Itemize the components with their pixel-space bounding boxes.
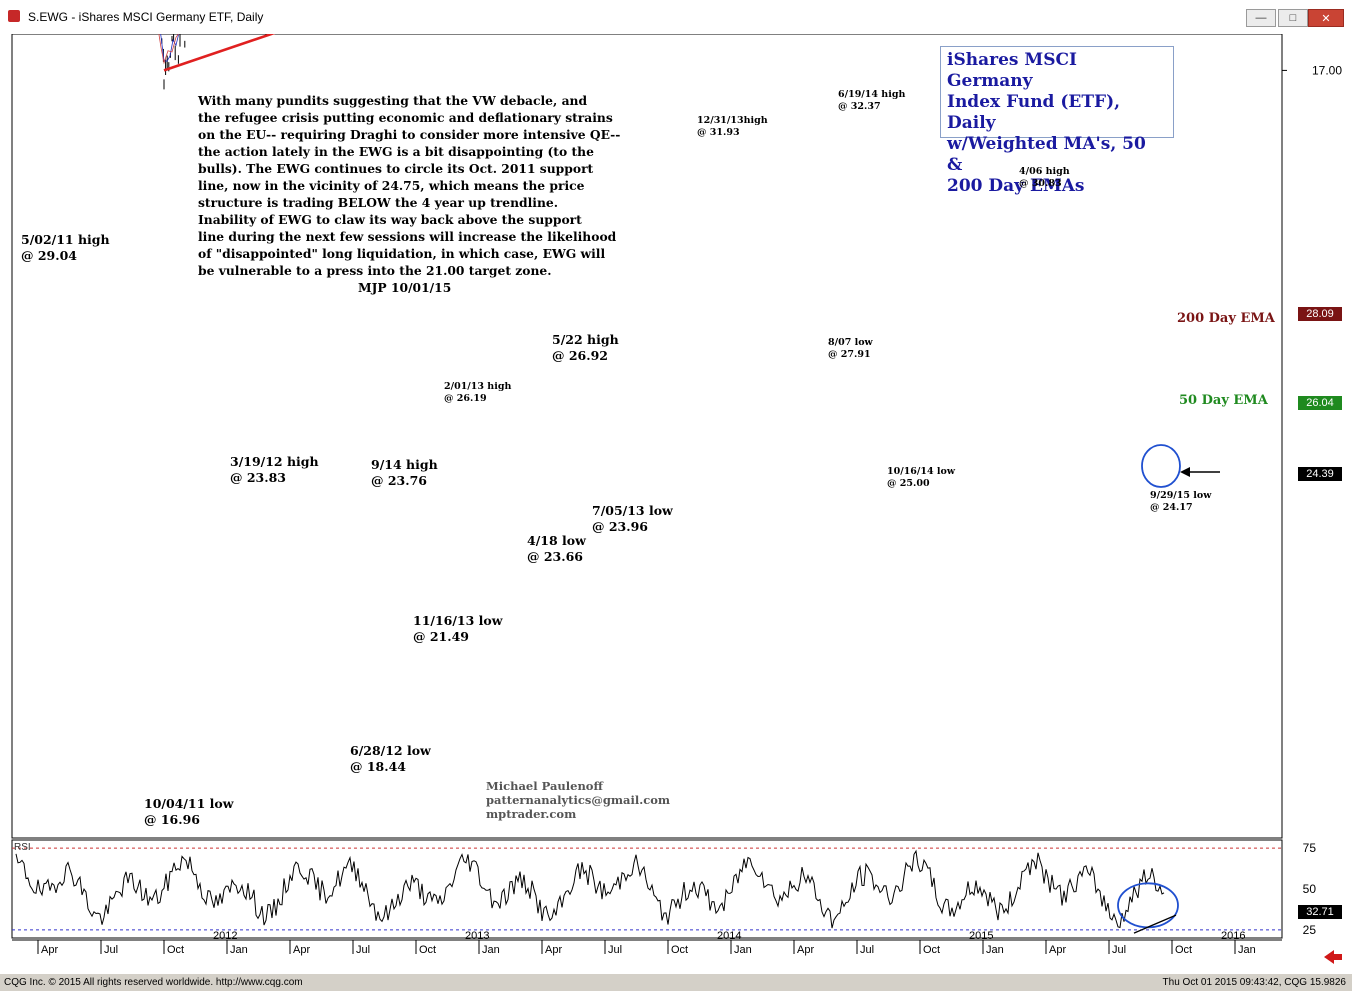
close-button[interactable]: ✕	[1308, 9, 1344, 27]
ema200-label: 200 Day EMA	[1177, 311, 1275, 326]
x-month-label: Jul	[608, 944, 622, 956]
title-bar: S.EWG - iShares MSCI Germany ETF, Daily …	[0, 0, 1352, 35]
commentary-line: the refugee crisis putting economic and …	[198, 110, 613, 125]
info-line-4: 200 Day EMAs	[947, 176, 1085, 196]
x-month-label: Oct	[671, 944, 688, 956]
annotation-label: 8/07 low @ 27.91	[828, 337, 873, 360]
annotation-label: 9/14 high @ 23.76	[371, 457, 438, 488]
commentary-line: line, now in the vicinity of 24.75, whic…	[198, 178, 585, 193]
annotation-label: 11/16/13 low @ 21.49	[413, 613, 503, 644]
copyright-text: CQG Inc. © 2015 All rights reserved worl…	[4, 977, 303, 988]
rsi-label: RSI	[14, 842, 31, 853]
x-year-label: 2013	[465, 930, 489, 942]
annotation-label: 10/04/11 low @ 16.96	[144, 796, 234, 827]
rsi-tick-label: 25	[1303, 923, 1317, 937]
annotation-label: 7/05/13 low @ 23.96	[592, 503, 673, 534]
pointer-arrowhead	[1180, 467, 1190, 477]
last-price-tag: 24.39	[1298, 467, 1342, 481]
commentary-line: With many pundits suggesting that the VW…	[198, 93, 588, 108]
annotation-label: 6/19/14 high @ 32.37	[838, 89, 906, 112]
x-month-label: Oct	[419, 944, 436, 956]
commentary-line: the action lately in the EWG is a bit di…	[198, 144, 594, 159]
minimize-icon: —	[1255, 12, 1267, 24]
minimize-button[interactable]: —	[1246, 9, 1276, 27]
x-month-label: Jan	[482, 944, 500, 956]
x-month-label: Jan	[986, 944, 1004, 956]
rsi-line	[15, 849, 1165, 929]
close-icon: ✕	[1321, 12, 1331, 25]
commentary-line: line during the next few sessions will i…	[198, 229, 617, 244]
rsi-trendline	[1133, 914, 1177, 934]
x-month-label: Apr	[41, 944, 58, 956]
commentary-line: Inability of EWG to claw its way back ab…	[198, 212, 582, 227]
author-site: mptrader.com	[486, 807, 577, 821]
commentary-line: be vulnerable to a press into the 21.00 …	[198, 263, 552, 278]
info-line-2: Index Fund (ETF), Daily	[947, 92, 1121, 133]
rsi-tick-label: 75	[1303, 841, 1317, 855]
x-month-label: Jul	[356, 944, 370, 956]
x-month-label: Jan	[1238, 944, 1256, 956]
x-year-label: 2015	[969, 930, 993, 942]
timestamp-text: Thu Oct 01 2015 09:43:42, CQG 15.9826	[1162, 977, 1346, 988]
rsi-value-tag: 32.71	[1298, 905, 1342, 919]
x-month-label: Jul	[860, 944, 874, 956]
scroll-left-icon[interactable]	[1322, 949, 1344, 965]
window-title: S.EWG - iShares MSCI Germany ETF, Daily	[28, 10, 264, 24]
y-tick-label: 17.00	[1312, 63, 1342, 77]
commentary-line: bulls). The EWG continues to circle its …	[198, 161, 594, 176]
x-month-label: Oct	[923, 944, 940, 956]
ema50-label: 50 Day EMA	[1179, 393, 1268, 408]
highlight-circle	[1141, 444, 1181, 488]
rsi-panel	[11, 839, 1283, 939]
annotation-label: 3/19/12 high @ 23.83	[230, 454, 319, 485]
x-month-label: Jan	[230, 944, 248, 956]
price-panel	[11, 34, 1283, 839]
maximize-button[interactable]: □	[1278, 9, 1308, 27]
x-month-label: Apr	[1049, 944, 1066, 956]
info-box: iShares MSCI Germany Index Fund (ETF), D…	[940, 46, 1174, 196]
x-month-label: Oct	[1175, 944, 1192, 956]
x-month-label: Apr	[797, 944, 814, 956]
app-icon	[8, 10, 20, 22]
info-line-1: iShares MSCI Germany	[947, 50, 1077, 91]
x-month-label: Jul	[104, 944, 118, 956]
ema200-price-tag: 28.09	[1298, 307, 1342, 321]
annotation-label: 6/28/12 low @ 18.44	[350, 743, 431, 774]
annotation-label: 5/22 high @ 26.92	[552, 332, 619, 363]
annotation-label: 4/06 high @ 30.83	[1019, 166, 1070, 189]
commentary-text: With many pundits suggesting that the VW…	[198, 92, 648, 296]
annotation-label: 9/29/15 low @ 24.17	[1150, 490, 1212, 513]
x-month-label: Jan	[734, 944, 752, 956]
price-chart[interactable]: 34.0033.0032.0031.0030.0029.0028.0027.00…	[0, 34, 1352, 974]
commentary-line: structure is trading BELOW the 4 year up…	[198, 195, 559, 210]
author-name: Michael Paulenoff	[486, 779, 603, 793]
commentary-line: of "disappointed" long liquidation, in w…	[198, 246, 606, 261]
x-month-label: Jul	[1112, 944, 1126, 956]
annotation-label: 10/16/14 low @ 25.00	[887, 466, 956, 489]
annotation-label: 5/02/11 high @ 29.04	[21, 232, 110, 263]
ema50-price-tag: 26.04	[1298, 396, 1342, 410]
annotation-label: 4/18 low @ 23.66	[527, 533, 586, 564]
info-line-3: w/Weighted MA's, 50 &	[947, 134, 1146, 175]
annotation-label: 2/01/13 high @ 26.19	[444, 381, 512, 404]
author-email: patternanalytics@gmail.com	[486, 793, 671, 807]
x-year-label: 2014	[717, 930, 741, 942]
commentary-line: on the EU-- requiring Draghi to consider…	[198, 127, 621, 142]
x-month-label: Apr	[293, 944, 310, 956]
annotation-label: 12/31/13high @ 31.93	[697, 115, 768, 138]
commentary-signature: MJP 10/01/15	[358, 280, 452, 295]
x-year-label: 2012	[213, 930, 237, 942]
x-year-label: 2016	[1221, 930, 1245, 942]
rsi-tick-label: 50	[1303, 882, 1317, 896]
status-bar: CQG Inc. © 2015 All rights reserved worl…	[0, 974, 1352, 991]
x-month-label: Oct	[167, 944, 184, 956]
author-block: Michael Paulenoff patternanalytics@gmail…	[486, 779, 670, 821]
maximize-icon: □	[1289, 12, 1297, 24]
x-month-label: Apr	[545, 944, 562, 956]
